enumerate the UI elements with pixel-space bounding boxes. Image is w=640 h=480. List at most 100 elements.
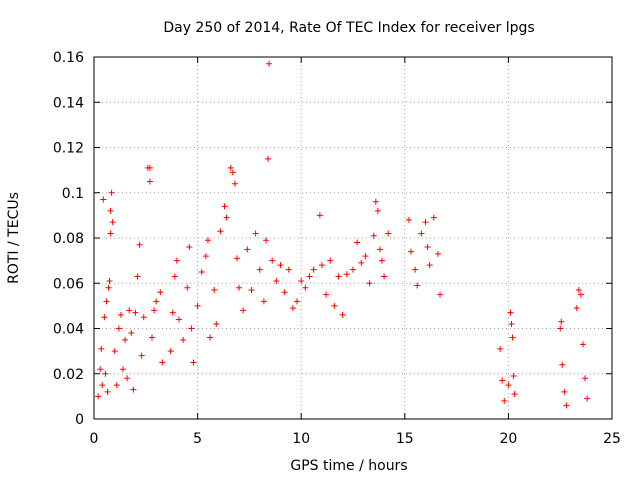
data-point — [385, 230, 392, 237]
data-point — [190, 359, 197, 366]
data-point — [128, 330, 135, 337]
data-point — [153, 298, 160, 305]
data-point — [130, 386, 137, 393]
grid-lines — [94, 57, 612, 419]
data-point — [171, 273, 178, 280]
data-point — [379, 257, 386, 264]
data-point — [582, 375, 589, 382]
data-point — [511, 391, 518, 398]
data-point — [99, 382, 106, 389]
y-axis-title: ROTI / TECUs — [6, 192, 22, 284]
y-tick-label: 0.06 — [53, 276, 84, 292]
data-point — [579, 341, 586, 348]
data-point — [575, 287, 582, 294]
data-point — [323, 291, 330, 298]
data-point — [240, 307, 247, 314]
data-point — [350, 266, 356, 273]
data-point — [194, 302, 201, 309]
data-point — [265, 155, 272, 162]
data-point — [422, 219, 429, 226]
axis-ticks: 0 5 10 15 20 25 0 0.02 0.04 0.06 0.08 0.1 0.12 0.14 0.… — [53, 50, 621, 447]
data-point — [217, 228, 224, 235]
data-point — [105, 284, 112, 291]
data-point — [198, 268, 205, 275]
data-point — [318, 262, 325, 269]
data-point — [120, 366, 127, 373]
data-point — [180, 336, 187, 343]
data-point — [169, 309, 176, 316]
x-tick-label: 10 — [292, 431, 310, 447]
data-point — [173, 257, 180, 264]
data-point — [188, 325, 195, 332]
x-tick-label: 5 — [193, 431, 202, 447]
data-point — [106, 277, 113, 284]
data-point — [227, 164, 234, 171]
data-point — [405, 216, 412, 223]
data-point — [273, 277, 280, 284]
data-point — [146, 178, 153, 185]
data-point — [149, 334, 156, 341]
data-point — [175, 316, 182, 323]
data-point — [418, 230, 425, 237]
data-point — [244, 246, 251, 253]
data-point — [213, 320, 220, 327]
data-point — [113, 382, 120, 389]
data-point — [408, 248, 415, 255]
data-point — [499, 377, 506, 384]
x-tick-label: 20 — [499, 431, 517, 447]
data-point — [294, 298, 301, 305]
data-point — [140, 314, 147, 321]
data-point — [310, 266, 317, 273]
data-point — [98, 345, 105, 352]
data-point — [97, 366, 104, 373]
data-point — [134, 273, 141, 280]
y-tick-label: 0.14 — [53, 95, 84, 111]
data-point — [559, 361, 566, 368]
data-point — [358, 259, 365, 266]
data-point — [354, 239, 361, 246]
data-point — [236, 284, 243, 291]
x-tick-label: 15 — [396, 431, 414, 447]
data-point — [266, 60, 273, 67]
data-point — [157, 289, 164, 296]
y-tick-label: 0.1 — [62, 186, 84, 202]
data-point — [104, 388, 111, 395]
data-point — [327, 257, 334, 264]
data-point — [285, 266, 292, 273]
data-point — [248, 287, 255, 294]
data-point — [136, 241, 143, 248]
data-point — [412, 266, 419, 273]
data-point — [414, 282, 421, 289]
data-point — [434, 250, 441, 257]
data-point — [510, 373, 517, 380]
data-point — [262, 237, 269, 244]
data-point — [426, 262, 433, 269]
data-point — [335, 273, 342, 280]
data-point — [343, 271, 350, 278]
data-point — [430, 214, 437, 221]
y-tick-label: 0.02 — [53, 367, 84, 383]
data-point — [117, 311, 124, 318]
data-point — [424, 244, 431, 251]
data-point — [159, 359, 166, 366]
data-point — [124, 375, 131, 382]
data-point — [298, 277, 305, 284]
data-point — [100, 196, 107, 203]
data-point — [437, 291, 444, 298]
data-point — [138, 352, 145, 359]
data-point — [374, 207, 381, 214]
data-point — [221, 203, 228, 210]
data-point — [505, 382, 512, 389]
data-point — [122, 336, 129, 343]
plot-frame — [93, 56, 613, 420]
data-point — [107, 207, 114, 214]
data-point — [132, 309, 139, 316]
data-point — [202, 253, 209, 260]
data-point — [111, 348, 118, 355]
data-point — [229, 169, 236, 176]
chart-title: Day 250 of 2014, Rate Of TEC Index for r… — [163, 20, 534, 36]
y-tick-label: 0.08 — [53, 231, 84, 247]
data-point — [331, 302, 338, 309]
data-point — [561, 388, 568, 395]
data-point — [508, 320, 515, 327]
